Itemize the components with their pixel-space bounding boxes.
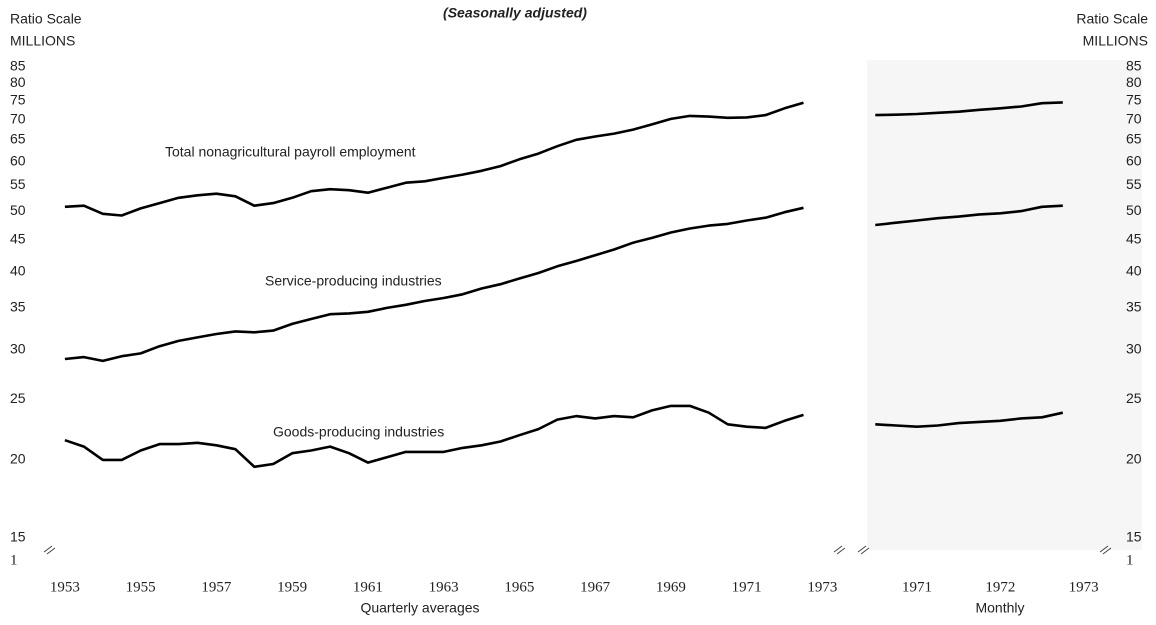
y-tick-label: 85 xyxy=(1126,58,1142,74)
y-tick-label: 50 xyxy=(10,202,26,218)
x-tick-label: 1953 xyxy=(50,579,80,595)
series-label: Service-producing industries xyxy=(265,273,442,289)
axis-break-label: 1 xyxy=(1126,552,1134,568)
series-label: Total nonagricultural payroll employment xyxy=(165,144,416,160)
monthly-panel-background xyxy=(867,60,1142,550)
y-tick-label: 65 xyxy=(1126,131,1142,147)
y-tick-label: 65 xyxy=(10,131,26,147)
x-tick-label: 1973 xyxy=(1069,579,1099,595)
y-tick-label: 40 xyxy=(1126,262,1142,278)
series-line xyxy=(875,204,1063,227)
series-label: Goods-producing industries xyxy=(273,424,444,440)
y-tick-label: 60 xyxy=(1126,152,1142,168)
x-tick-label: 1971 xyxy=(902,579,932,595)
x-tick-label: 1973 xyxy=(807,579,837,595)
x-tick-label: 1963 xyxy=(429,579,459,595)
y-tick-label: 55 xyxy=(1126,176,1142,192)
y-axis-unit: MILLIONS xyxy=(10,33,75,49)
y-tick-label: 20 xyxy=(1126,451,1142,467)
y-tick-label: 70 xyxy=(10,110,26,126)
series-line xyxy=(875,411,1064,428)
x-tick-label: 1969 xyxy=(656,579,686,595)
x-tick-label: 1955 xyxy=(126,579,156,595)
axis-break-label: 1 xyxy=(10,552,18,568)
y-tick-label: 70 xyxy=(1126,110,1142,126)
x-tick-label: 1961 xyxy=(353,579,383,595)
y-tick-label: 35 xyxy=(1126,299,1142,315)
y-tick-label: 40 xyxy=(10,262,26,278)
y-tick-label: 80 xyxy=(1126,74,1142,90)
y-tick-label: 75 xyxy=(1126,92,1142,108)
y-tick-label: 50 xyxy=(1126,202,1142,218)
series-line xyxy=(64,101,804,217)
y-tick-label: 45 xyxy=(10,230,26,246)
y-tick-label: 30 xyxy=(1126,340,1142,356)
y-tick-label: 25 xyxy=(1126,390,1142,406)
axis-breaks xyxy=(43,545,1112,555)
y-tick-label: 55 xyxy=(10,176,26,192)
y-tick-label: 80 xyxy=(10,74,26,90)
y-axis-label: Ratio Scale xyxy=(1076,11,1148,27)
y-tick-label: 35 xyxy=(10,299,26,315)
x-tick-label: 1971 xyxy=(732,579,762,595)
y-tick-label: 45 xyxy=(1126,230,1142,246)
x-axis-label: Quarterly averages xyxy=(360,600,479,616)
y-tick-label: 75 xyxy=(10,92,26,108)
series-line xyxy=(64,206,804,363)
x-tick-label: 1959 xyxy=(277,579,307,595)
y-axis-unit: MILLIONS xyxy=(1083,33,1148,49)
series-line xyxy=(875,101,1063,117)
y-tick-label: 20 xyxy=(10,451,26,467)
series-line xyxy=(64,404,804,469)
y-axis-label: Ratio Scale xyxy=(10,11,82,27)
y-tick-label: 15 xyxy=(1126,529,1142,545)
x-tick-label: 1965 xyxy=(504,579,534,595)
y-tick-label: 30 xyxy=(10,340,26,356)
x-tick-label: 1967 xyxy=(580,579,611,595)
x-tick-label: 1972 xyxy=(985,579,1015,595)
y-tick-label: 15 xyxy=(10,529,26,545)
x-tick-label: 1957 xyxy=(201,579,232,595)
y-tick-label: 60 xyxy=(10,152,26,168)
chart-title: (Seasonally adjusted) xyxy=(443,5,587,21)
y-tick-label: 85 xyxy=(10,58,26,74)
x-axis-label: Monthly xyxy=(975,600,1024,616)
y-tick-label: 25 xyxy=(10,390,26,406)
